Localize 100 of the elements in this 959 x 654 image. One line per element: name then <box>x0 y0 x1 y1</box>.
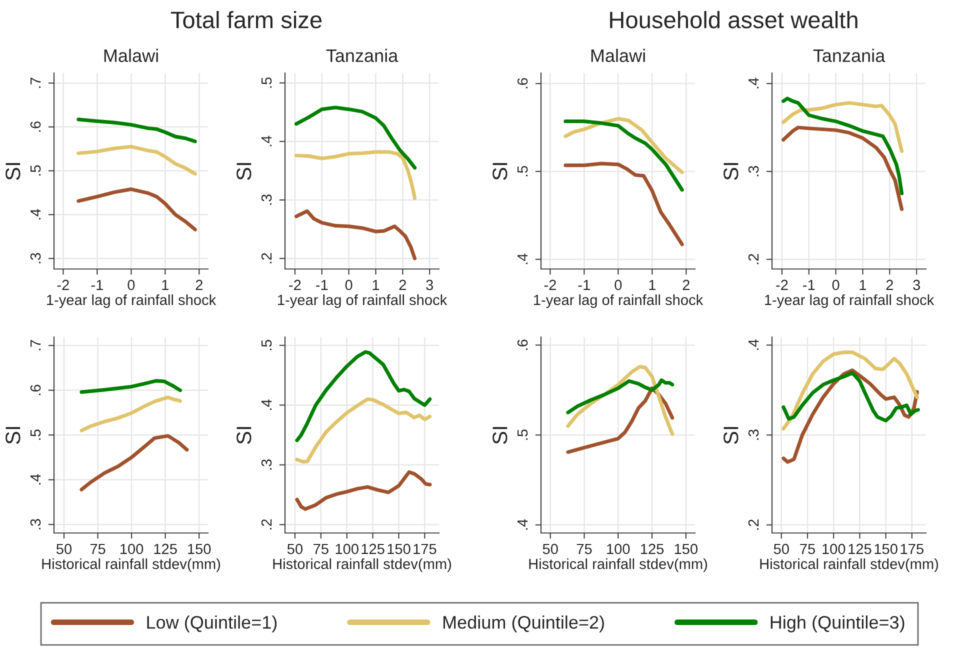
y-tick-label: .5 <box>30 165 41 176</box>
x-tick-label: -1 <box>803 280 815 290</box>
chart-title: Tanzania <box>813 48 886 62</box>
x-axis-title: Historical rainfall stdev(mm) <box>273 558 452 572</box>
y-axis-title: SI <box>236 427 252 444</box>
y-tick-label: .3 <box>748 166 759 176</box>
y-axis-title: SI <box>492 163 508 180</box>
text: Total farm size <box>170 10 322 28</box>
y-tick-label: .7 <box>30 340 41 350</box>
x-tick-label: 3 <box>913 280 920 290</box>
y-tick-label: .4 <box>518 254 528 264</box>
y-tick-label: .4 <box>748 78 759 88</box>
line-series <box>782 126 904 212</box>
line-series <box>80 434 189 492</box>
x-tick-label: 0 <box>832 280 840 290</box>
x-tick-label: 100 <box>336 544 358 554</box>
x-tick-label: 125 <box>362 544 384 554</box>
y-axis-title: SI <box>6 163 20 180</box>
line-series <box>782 101 904 154</box>
y-tick-label: .6 <box>517 340 528 350</box>
text: Household asset wealth <box>610 10 858 28</box>
y-tick-label: .3 <box>30 253 41 264</box>
legend-label: Low (Quintile=1) <box>147 616 277 632</box>
x-tick-label: 1 <box>162 280 169 290</box>
x-tick-label: 75 <box>576 544 592 554</box>
y-tick-label: .5 <box>518 166 528 176</box>
chart-title: Tanzania <box>326 48 398 62</box>
y-tick-label: .3 <box>261 194 272 205</box>
line-series <box>782 371 920 422</box>
x-tick-label: 50 <box>56 544 72 554</box>
y-tick-label: .2 <box>261 253 272 264</box>
x-tick-label: 175 <box>900 544 924 554</box>
y-tick-label: .4 <box>518 519 528 530</box>
y-tick-label: .6 <box>30 384 41 395</box>
x-tick-label: 75 <box>90 544 106 554</box>
line-series <box>295 397 432 464</box>
line-series <box>76 187 197 232</box>
x-tick-label: 0 <box>345 280 352 290</box>
x-tick-label: 125 <box>640 544 664 554</box>
x-tick-label: 0 <box>128 280 135 290</box>
x-tick-label: 2 <box>886 280 893 290</box>
chart-title: Malawi <box>104 48 158 62</box>
line-series <box>76 118 197 144</box>
x-tick-label: 50 <box>287 544 303 554</box>
chart-title: Malawi <box>591 48 645 62</box>
line-series <box>80 379 182 394</box>
y-tick-label: .7 <box>30 78 41 88</box>
y-tick-label: .4 <box>262 136 272 146</box>
line-series <box>76 144 197 176</box>
line-series <box>294 150 417 200</box>
x-tick-label: 125 <box>848 544 872 554</box>
x-tick-label: -2 <box>289 280 301 290</box>
y-axis-title: SI <box>6 427 20 444</box>
x-tick-label: 75 <box>314 544 328 554</box>
y-tick-label: .2 <box>748 520 759 530</box>
x-tick-label: 100 <box>120 544 144 554</box>
x-tick-label: 150 <box>388 544 410 554</box>
line-series <box>564 116 684 174</box>
y-tick-label: .6 <box>517 78 528 88</box>
y-axis-title: SI <box>492 427 508 444</box>
x-tick-label: 50 <box>774 544 789 554</box>
x-axis-title: Historical rainfall stdev(mm) <box>529 558 708 572</box>
line-series <box>294 106 417 170</box>
x-tick-label: 150 <box>188 544 211 554</box>
y-tick-label: .4 <box>748 339 759 350</box>
y-tick-label: .4 <box>262 399 272 410</box>
x-tick-label: 100 <box>607 544 630 554</box>
y-tick-label: .2 <box>748 254 759 264</box>
x-tick-label: 75 <box>800 544 815 554</box>
line-series <box>782 350 919 431</box>
x-axis-title: 1-year lag of rainfall shock <box>534 294 704 308</box>
x-tick-label: 2 <box>399 280 406 290</box>
x-tick-label: 150 <box>874 544 898 554</box>
x-tick-label: 1 <box>860 280 866 290</box>
y-tick-label: .5 <box>30 430 41 440</box>
x-tick-label: 100 <box>822 544 846 554</box>
y-axis-title: SI <box>236 163 252 180</box>
x-tick-label: 125 <box>154 544 177 554</box>
x-tick-label: -2 <box>57 280 69 290</box>
legend-label: High (Quintile=3) <box>770 616 904 632</box>
y-tick-label: .3 <box>30 519 41 530</box>
x-axis-title: 1-year lag of rainfall shock <box>47 294 216 308</box>
y-tick-label: .3 <box>748 430 759 440</box>
x-tick-label: 1 <box>649 280 656 290</box>
line-series <box>564 120 684 192</box>
x-tick-label: 2 <box>196 280 202 290</box>
x-axis-title: Historical rainfall stdev(mm) <box>42 558 220 572</box>
x-axis-title: Historical rainfall stdev(mm) <box>760 558 938 572</box>
x-tick-label: 0 <box>614 280 622 290</box>
y-tick-label: .4 <box>30 208 41 220</box>
y-axis-title: SI <box>724 163 738 180</box>
y-axis-title: SI <box>724 427 738 444</box>
x-tick-label: -1 <box>578 280 590 290</box>
line-series <box>80 396 182 432</box>
line-series <box>564 162 684 246</box>
x-tick-label: 175 <box>414 544 436 554</box>
x-tick-label: 50 <box>542 544 558 554</box>
x-tick-label: 150 <box>674 544 698 554</box>
x-axis-title: 1-year lag of rainfall shock <box>278 294 448 308</box>
x-tick-label: -1 <box>316 280 328 290</box>
